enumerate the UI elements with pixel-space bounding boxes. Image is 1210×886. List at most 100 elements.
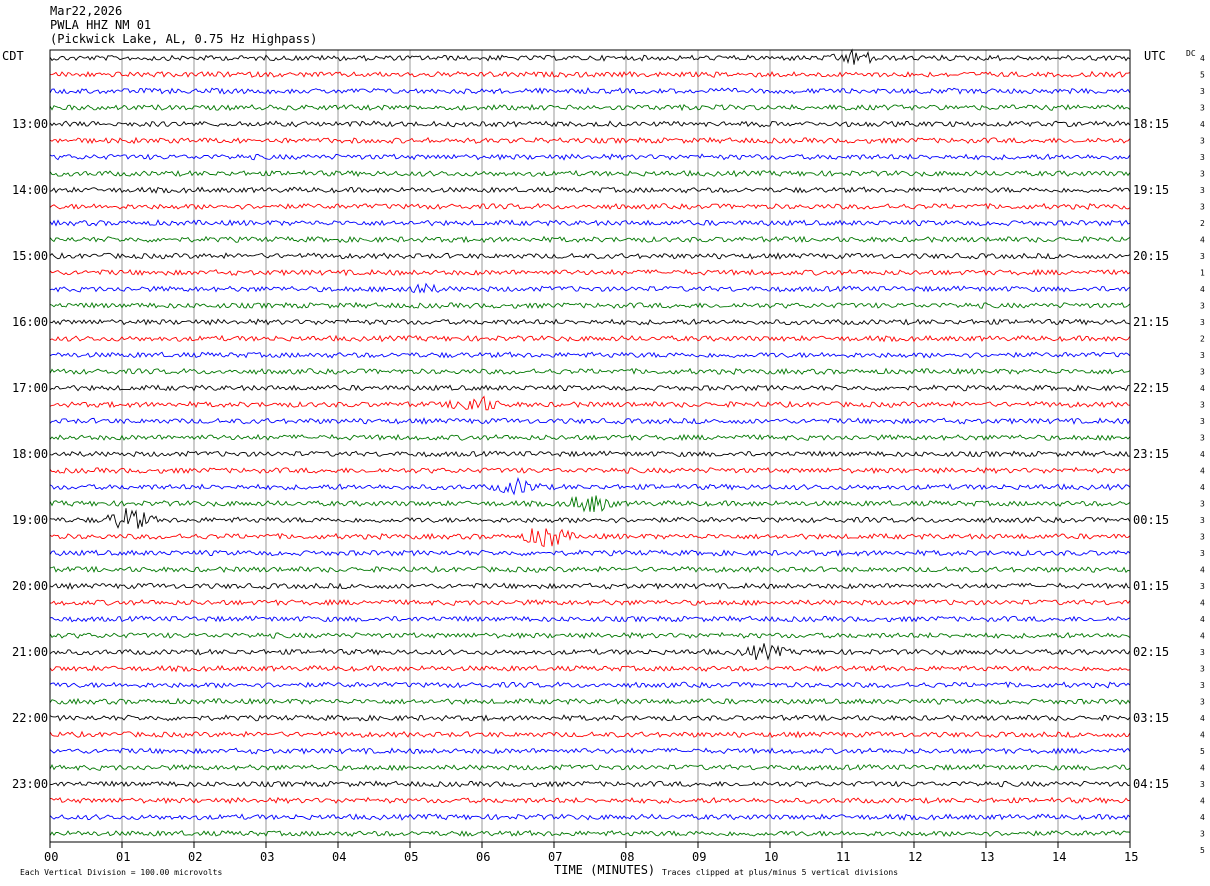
x-tick-label: 00 [44, 850, 58, 864]
right-hour-label: 01:15 [1133, 579, 1169, 593]
trace-row [49, 120, 1131, 128]
right-hour-label: 04:15 [1133, 777, 1169, 791]
trace-row [49, 384, 1131, 392]
right-hour-label: 19:15 [1133, 183, 1169, 197]
right-hour-label: 21:15 [1133, 315, 1169, 329]
left-hour-label: 19:00 [12, 513, 48, 527]
left-timezone-label: CDT [2, 49, 24, 63]
trace-row [49, 48, 1131, 65]
trace-row [49, 367, 1131, 376]
dc-value: 1 [1200, 269, 1205, 278]
dc-value: 4 [1200, 450, 1205, 459]
dc-value: 3 [1200, 681, 1205, 690]
time-grid [49, 50, 1131, 842]
x-axis-label: TIME (MINUTES) [554, 863, 655, 877]
header-station: PWLA HHZ NM 01 [50, 18, 152, 32]
dc-value: 4 [1200, 54, 1205, 63]
x-tick-label: 08 [620, 850, 634, 864]
left-hour-label: 15:00 [12, 249, 48, 263]
dc-value: 2 [1200, 335, 1205, 344]
left-hour-labels: 13:00 14:00 15:00 16:00 17:00 18:00 19:00 20:00… [12, 117, 48, 791]
dc-value: 3 [1200, 648, 1205, 657]
trace-row [49, 643, 1131, 661]
trace-row [49, 796, 1131, 805]
dc-value: 3 [1200, 780, 1205, 789]
dc-value: 2 [1200, 219, 1205, 228]
dc-value: 4 [1200, 236, 1205, 245]
trace-row [49, 169, 1131, 178]
dc-value: 3 [1200, 137, 1205, 146]
left-hour-label: 20:00 [12, 579, 48, 593]
trace-row [49, 202, 1131, 210]
dc-value: 3 [1200, 516, 1205, 525]
right-hour-label: 03:15 [1133, 711, 1169, 725]
left-hour-label: 18:00 [12, 447, 48, 461]
x-tick-label: 11 [836, 850, 850, 864]
trace-row [49, 252, 1131, 260]
dc-value: 3 [1200, 351, 1205, 360]
trace-row [49, 631, 1131, 640]
trace-row [49, 395, 1131, 411]
trace-row [49, 70, 1131, 79]
dc-value: 3 [1200, 830, 1205, 839]
dc-column-label: DC [1186, 49, 1196, 58]
right-timezone-label: UTC [1144, 49, 1166, 63]
dc-value: 4 [1200, 483, 1205, 492]
trace-row [49, 565, 1131, 574]
right-hour-label: 20:15 [1133, 249, 1169, 263]
dc-value: 3 [1200, 533, 1205, 542]
dc-value: 4 [1200, 566, 1205, 575]
x-tick-label: 07 [548, 850, 562, 864]
header-location: (Pickwick Lake, AL, 0.75 Hz Highpass) [50, 32, 318, 46]
trace-row [49, 528, 1131, 548]
dc-value: 3 [1200, 104, 1205, 113]
trace-row [49, 417, 1131, 425]
dc-value: 3 [1200, 302, 1205, 311]
right-hour-label: 22:15 [1133, 381, 1169, 395]
right-hour-label: 23:15 [1133, 447, 1169, 461]
dc-value: 3 [1200, 203, 1205, 212]
footer-scale-note: Each Vertical Division = 100.00 microvol… [20, 868, 222, 877]
dc-value: 5 [1200, 71, 1205, 80]
left-hour-label: 23:00 [12, 777, 48, 791]
dc-value: 3 [1200, 698, 1205, 707]
trace-row [49, 450, 1131, 458]
dc-value: 4 [1200, 714, 1205, 723]
trace-row [49, 582, 1131, 590]
dc-value: 4 [1200, 599, 1205, 608]
dc-value: 3 [1200, 153, 1205, 162]
trace-row [49, 318, 1131, 326]
trace-row [49, 334, 1131, 343]
dc-value: 3 [1200, 549, 1205, 558]
right-hour-label: 00:15 [1133, 513, 1169, 527]
trace-row [49, 813, 1131, 821]
dc-value: 3 [1200, 665, 1205, 674]
trace-row [49, 664, 1131, 673]
trace-row [49, 466, 1131, 475]
x-tick-label: 09 [692, 850, 706, 864]
x-tick-label: 02 [188, 850, 202, 864]
dc-value: 3 [1200, 368, 1205, 377]
dc-value: 4 [1200, 467, 1205, 476]
x-tick-label: 04 [332, 850, 346, 864]
dc-value: 5 [1200, 747, 1205, 756]
footer-clip-note: Traces clipped at plus/minus 5 vertical … [662, 868, 898, 877]
right-hour-label: 18:15 [1133, 117, 1169, 131]
left-hour-label: 22:00 [12, 711, 48, 725]
trace-row [49, 714, 1131, 722]
trace-row [49, 681, 1131, 689]
left-hour-label: 14:00 [12, 183, 48, 197]
dc-value: 3 [1200, 401, 1205, 410]
dc-value: 4 [1200, 632, 1205, 641]
trace-row [49, 87, 1131, 95]
left-hour-label: 17:00 [12, 381, 48, 395]
x-tick-label: 01 [116, 850, 130, 864]
dc-value: 4 [1200, 285, 1205, 294]
right-hour-labels: 18:15 19:15 20:15 21:15 22:15 23:15 00:15 01:15… [1133, 117, 1169, 791]
trace-row [49, 747, 1131, 755]
dc-value: 4 [1200, 731, 1205, 740]
dc-value: 4 [1200, 384, 1205, 393]
left-hour-label: 16:00 [12, 315, 48, 329]
dc-value: 3 [1200, 252, 1205, 261]
